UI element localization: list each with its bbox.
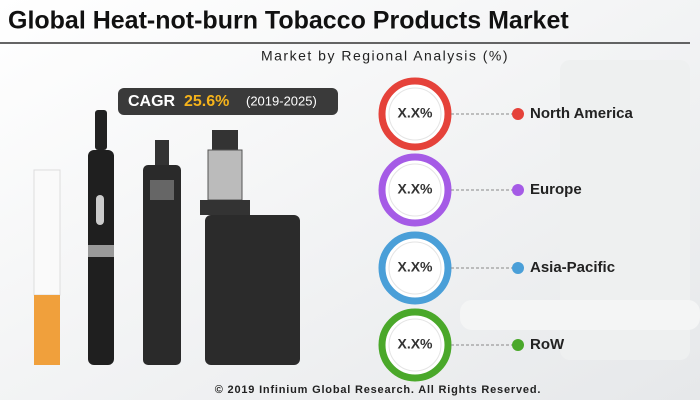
region-name: North America (530, 105, 633, 122)
ring-inner (388, 163, 442, 217)
cagr-value: 25.6% (184, 93, 229, 110)
products (33, 110, 300, 365)
bg-decor (560, 60, 690, 360)
region-dot (512, 339, 524, 351)
bg-decor (460, 300, 700, 330)
title: Global Heat-not-burn Tobacco Products Ma… (8, 7, 569, 35)
region-name: RoW (530, 336, 565, 353)
region-value: X.X% (397, 259, 433, 275)
footer: © 2019 Infinium Global Research. All Rig… (215, 384, 541, 396)
cagr-period: (2019-2025) (246, 93, 317, 108)
subtitle: Market by Regional Analysis (%) (261, 48, 509, 64)
region-name: Asia-Pacific (530, 259, 615, 276)
cagr-badge (118, 88, 338, 115)
ring-inner (388, 87, 442, 141)
cagr-label: CAGR (128, 93, 176, 110)
region-value: X.X% (397, 336, 433, 352)
region-value: X.X% (397, 105, 433, 121)
region-dot (512, 108, 524, 120)
ring-inner (388, 318, 442, 372)
ring-inner (388, 241, 442, 295)
region-dot (512, 184, 524, 196)
region-name: Europe (530, 181, 582, 198)
region-dot (512, 262, 524, 274)
region-value: X.X% (397, 181, 433, 197)
